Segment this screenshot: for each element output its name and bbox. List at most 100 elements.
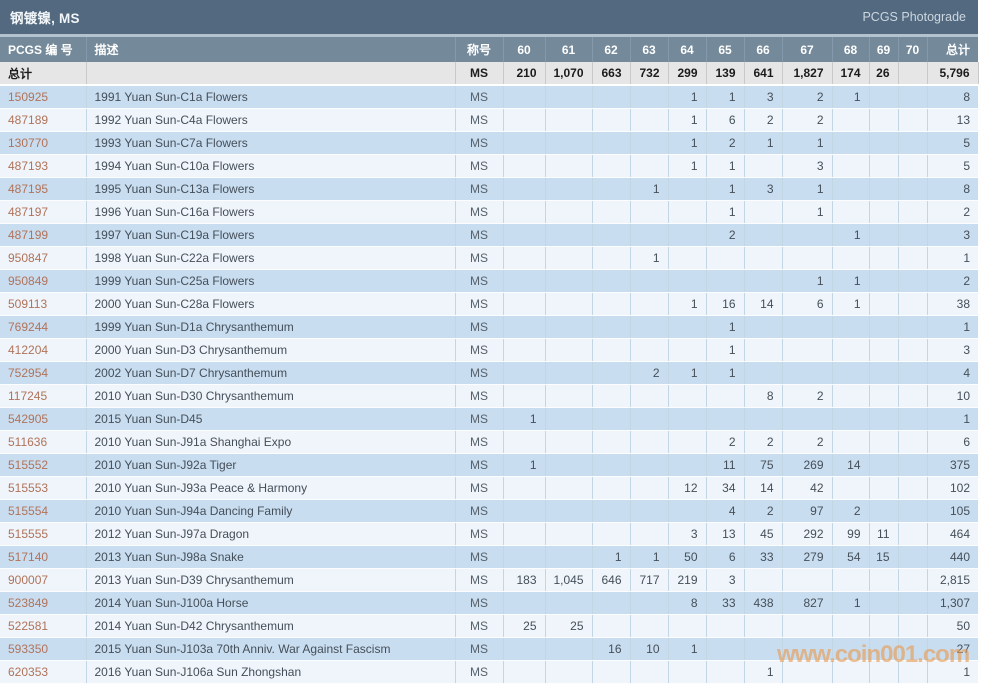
designation-cell: MS: [455, 476, 504, 500]
pcgs-number-link[interactable]: 752954: [0, 361, 87, 385]
grade-cell: [898, 499, 928, 523]
pcgs-number-link[interactable]: 515555: [0, 522, 87, 546]
grade-cell: [744, 200, 783, 224]
description-cell: 1994 Yuan Sun-C10a Flowers: [86, 154, 456, 178]
designation-cell: MS: [455, 384, 504, 408]
pcgs-photograde-link[interactable]: PCGS Photograde: [862, 10, 966, 24]
grade-cell: [503, 499, 546, 523]
table-row: 522581 2014 Yuan Sun-D42 Chrysanthemum MS 2…: [0, 614, 978, 638]
grade-cell: 827: [782, 591, 833, 615]
grade-cell: 8: [744, 384, 783, 408]
grade-cell: [744, 269, 783, 293]
pcgs-number-link[interactable]: 487199: [0, 223, 87, 247]
table-row: 950847 1998 Yuan Sun-C22a Flowers MS 1 1: [0, 246, 978, 270]
grade-cell: 646: [592, 568, 631, 592]
grade-cell: [869, 131, 899, 155]
designation-cell: MS: [455, 177, 504, 201]
grade-cell: [744, 315, 783, 339]
total-cell: 3: [927, 223, 978, 247]
grade-cell: 3: [668, 522, 707, 546]
pcgs-number-link[interactable]: 523849: [0, 591, 87, 615]
designation-cell: MS: [455, 338, 504, 362]
grade-cell: [545, 476, 593, 500]
total-cell: 1: [927, 660, 978, 684]
grade-cell: [668, 177, 707, 201]
grade-cell: [898, 660, 928, 684]
grade-cell: [832, 614, 870, 638]
grade-cell: [545, 499, 593, 523]
pcgs-number-link[interactable]: 412204: [0, 338, 87, 362]
total-cell: 3: [927, 338, 978, 362]
grade-cell: [545, 591, 593, 615]
grade-cell: [706, 660, 745, 684]
pcgs-number-link[interactable]: 620353: [0, 660, 87, 684]
grade-cell: [545, 430, 593, 454]
total-cell: 2: [927, 200, 978, 224]
grade-cell: [744, 568, 783, 592]
pcgs-number-link[interactable]: 900007: [0, 568, 87, 592]
description-cell: 2000 Yuan Sun-D3 Chrysanthemum: [86, 338, 456, 362]
grade-cell: [630, 315, 669, 339]
pcgs-number-link[interactable]: 515554: [0, 499, 87, 523]
grade-cell: [668, 499, 707, 523]
pcgs-number-link[interactable]: 950847: [0, 246, 87, 270]
pcgs-number-link[interactable]: 517140: [0, 545, 87, 569]
grade-cell: [706, 637, 745, 661]
designation-cell: MS: [455, 591, 504, 615]
pcgs-number-link[interactable]: 487193: [0, 154, 87, 178]
pcgs-number-link[interactable]: 511636: [0, 430, 87, 454]
description-cell: 2016 Yuan Sun-J106a Sun Zhongshan: [86, 660, 456, 684]
grade-cell: [503, 476, 546, 500]
pcgs-number-link[interactable]: 950849: [0, 269, 87, 293]
grade-cell: [898, 430, 928, 454]
table-row: 487189 1992 Yuan Sun-C4a Flowers MS 1 6 2 2 13: [0, 108, 978, 132]
grade-cell: 10: [630, 637, 669, 661]
pcgs-number-link[interactable]: 769244: [0, 315, 87, 339]
grade-cell: [898, 154, 928, 178]
grade-cell: [630, 430, 669, 454]
pcgs-number-link[interactable]: 542905: [0, 407, 87, 431]
table-row: 900007 2013 Yuan Sun-D39 Chrysanthemum MS 1…: [0, 568, 978, 592]
total-cell: 5: [927, 131, 978, 155]
grade-cell: 1: [668, 361, 707, 385]
designation-cell: MS: [455, 223, 504, 247]
header-grade-69: 69: [869, 37, 899, 62]
pcgs-number-link[interactable]: 150925: [0, 85, 87, 109]
pcgs-number-link[interactable]: 515552: [0, 453, 87, 477]
grade-cell: 11: [706, 453, 745, 477]
pcgs-number-link[interactable]: 117245: [0, 384, 87, 408]
pcgs-number-link[interactable]: 487195: [0, 177, 87, 201]
grade-cell: [832, 430, 870, 454]
pcgs-number-link[interactable]: 130770: [0, 131, 87, 155]
grade-cell: [869, 361, 899, 385]
grade-cell: [832, 407, 870, 431]
grade-cell: [869, 568, 899, 592]
designation-cell: MS: [455, 200, 504, 224]
description-cell: 2015 Yuan Sun-J103a 70th Anniv. War Agai…: [86, 637, 456, 661]
pcgs-number-link[interactable]: 522581: [0, 614, 87, 638]
pcgs-number-link[interactable]: 487197: [0, 200, 87, 224]
grade-cell: 1: [832, 591, 870, 615]
grade-cell: [869, 85, 899, 109]
pcgs-number-link[interactable]: 515553: [0, 476, 87, 500]
grade-cell: [503, 292, 546, 316]
grade-cell: 14: [832, 453, 870, 477]
grade-cell: [782, 660, 833, 684]
total-cell: 13: [927, 108, 978, 132]
grade-cell: [630, 384, 669, 408]
grade-cell: 1: [832, 85, 870, 109]
grade-cell: [545, 384, 593, 408]
grade-cell: [592, 614, 631, 638]
grade-cell: 6: [706, 108, 745, 132]
grade-cell: [898, 407, 928, 431]
pcgs-number-link[interactable]: 509113: [0, 292, 87, 316]
grade-cell: [898, 614, 928, 638]
grade-cell: [668, 269, 707, 293]
designation-cell: MS: [455, 545, 504, 569]
grade-cell: [630, 614, 669, 638]
grade-cell: [898, 338, 928, 362]
header-total: 总计: [927, 37, 978, 62]
grade-cell: 1: [668, 292, 707, 316]
pcgs-number-link[interactable]: 593350: [0, 637, 87, 661]
pcgs-number-link[interactable]: 487189: [0, 108, 87, 132]
